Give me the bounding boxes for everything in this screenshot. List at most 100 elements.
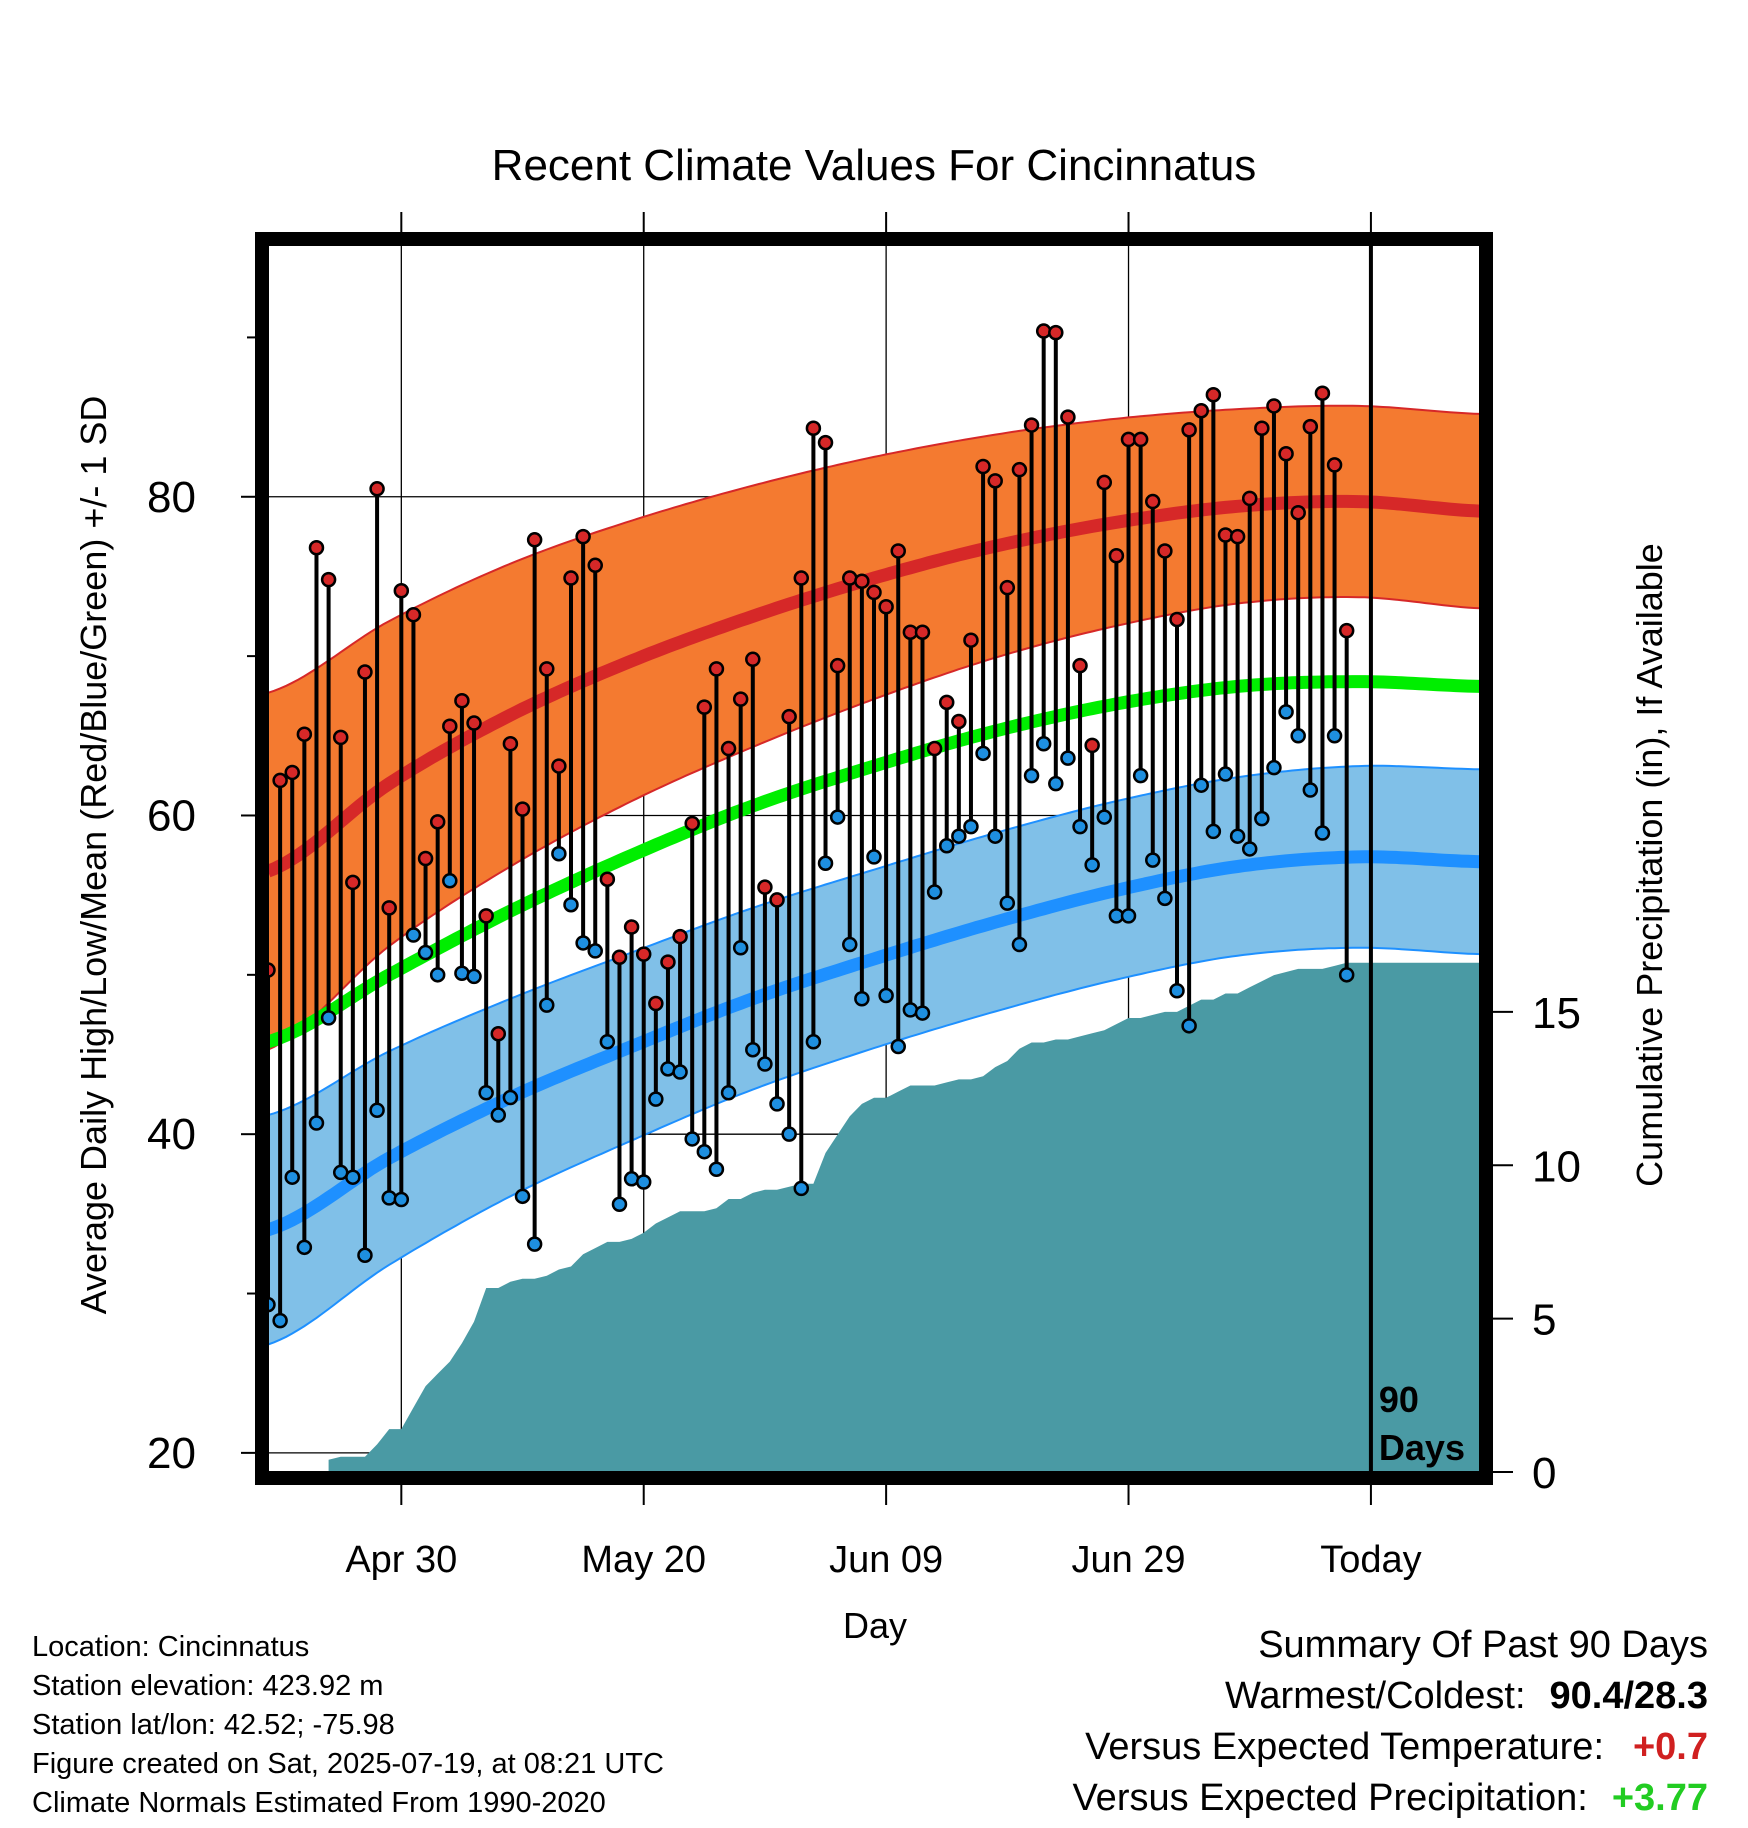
x-axis-label: Day: [843, 1605, 907, 1646]
info-latlon: Station lat/lon: 42.52; -75.98: [32, 1709, 395, 1741]
daily-low-point: [1060, 750, 1076, 766]
daily-low-point: [466, 968, 482, 985]
plot-area: 90 Days: [268, 245, 1480, 1472]
daily-high-point: [268, 962, 276, 978]
daily-high-point: [332, 729, 349, 746]
daily-high-point: [599, 871, 616, 887]
daily-low-point: [1132, 767, 1149, 784]
daily-high-point: [1254, 420, 1270, 437]
daily-low-point: [563, 896, 579, 913]
daily-high-point: [926, 740, 943, 757]
daily-low-point: [1229, 828, 1246, 844]
daily-high-point: [514, 801, 531, 817]
daily-low-point: [514, 1188, 531, 1205]
y2-tick-label: 0: [1532, 1449, 1556, 1498]
daily-low-point: [951, 828, 967, 844]
daily-high-point: [526, 532, 543, 548]
daily-high-point: [938, 694, 955, 711]
info-elevation: Station elevation: 423.92 m: [32, 1670, 384, 1702]
daily-low-point: [1205, 823, 1222, 840]
y-tick-label: 80: [147, 473, 196, 522]
daily-high-point: [1023, 417, 1040, 433]
daily-high-point: [502, 736, 519, 752]
y-tick-label: 20: [147, 1429, 196, 1478]
daily-high-point: [720, 740, 737, 757]
daily-high-point: [1084, 737, 1100, 754]
daily-low-point: [539, 997, 555, 1013]
x-tick-label: Apr 30: [345, 1539, 457, 1581]
daily-low-point: [1145, 852, 1161, 868]
station-info: Location: Cincinnatus Station elevation:…: [32, 1628, 664, 1823]
daily-low-point: [793, 1180, 810, 1197]
daily-low-point: [817, 855, 834, 872]
daily-high-point: [345, 874, 361, 891]
daily-high-point: [320, 571, 337, 588]
daily-low-point: [720, 1084, 737, 1101]
summary-value: +3.77: [1611, 1777, 1708, 1819]
daily-high-point: [805, 420, 822, 437]
x-tick-label: Today: [1320, 1539, 1421, 1581]
daily-high-point: [466, 715, 482, 731]
daily-high-point: [987, 473, 1003, 489]
daily-high-point: [357, 664, 373, 680]
daily-high-point: [1229, 528, 1246, 545]
daily-high-point: [1326, 457, 1343, 473]
daily-low-point: [1157, 890, 1173, 907]
daily-high-point: [817, 434, 834, 451]
summary-value: 90.4/28.3: [1549, 1675, 1708, 1717]
daily-low-point: [999, 895, 1016, 911]
daily-low-point: [938, 838, 955, 854]
daily-low-point: [987, 828, 1003, 844]
daily-low-point: [1035, 736, 1052, 752]
daily-low-point: [1011, 936, 1028, 953]
daily-high-point: [1302, 418, 1319, 435]
daily-high-point: [1072, 657, 1088, 674]
daily-low-point: [648, 1091, 664, 1107]
daily-high-point: [575, 528, 591, 545]
daily-low-point: [268, 1296, 276, 1313]
daily-high-point: [1193, 402, 1209, 419]
axes: 20 40 60 80 0 5 10 15 Apr 30 May 20 Jun 09 Jun 29 To…: [147, 212, 1581, 1581]
daily-high-point: [1205, 387, 1222, 403]
daily-low-point: [296, 1239, 313, 1256]
daily-low-point: [866, 849, 882, 865]
y-tick-label: 40: [147, 1110, 196, 1159]
daily-high-point: [1338, 622, 1355, 639]
daily-high-point: [732, 691, 749, 707]
daily-high-point: [296, 726, 313, 742]
daily-low-point: [757, 1056, 773, 1072]
daily-high-point: [563, 570, 579, 586]
daily-low-point: [272, 1312, 288, 1329]
daily-low-point: [963, 818, 979, 835]
daily-low-point: [502, 1089, 519, 1106]
daily-high-point: [308, 540, 325, 556]
daily-high-point: [757, 879, 773, 895]
daily-low-point: [829, 809, 846, 825]
daily-low-point: [575, 935, 591, 951]
normal-low-line: [268, 850, 1480, 1236]
daily-low-point: [284, 1169, 300, 1185]
daily-low-point: [854, 990, 870, 1007]
daily-low-point: [357, 1247, 373, 1264]
daily-low-point: [1096, 809, 1113, 825]
daily-low-point: [1023, 767, 1040, 784]
daily-low-point: [417, 944, 434, 961]
daily-low-point: [1338, 967, 1355, 983]
y2-tick-label: 10: [1532, 1142, 1581, 1191]
daily-low-point: [635, 1174, 652, 1190]
daily-low-point: [308, 1115, 325, 1131]
daily-high-point: [623, 919, 640, 935]
summary-label: Warmest/Coldest:: [1224, 1675, 1526, 1717]
daily-high-point: [1169, 611, 1185, 628]
daily-high-point: [854, 573, 870, 589]
daily-high-point: [999, 579, 1016, 596]
normal-high-line: [268, 494, 1480, 878]
daily-high-point: [1241, 490, 1258, 507]
daily-high-point: [1011, 461, 1028, 478]
daily-low-point: [1326, 728, 1343, 744]
daily-high-point: [745, 651, 761, 668]
daily-high-point: [611, 949, 628, 966]
plot-frame: [255, 232, 1493, 1485]
daily-low-point: [732, 939, 749, 956]
